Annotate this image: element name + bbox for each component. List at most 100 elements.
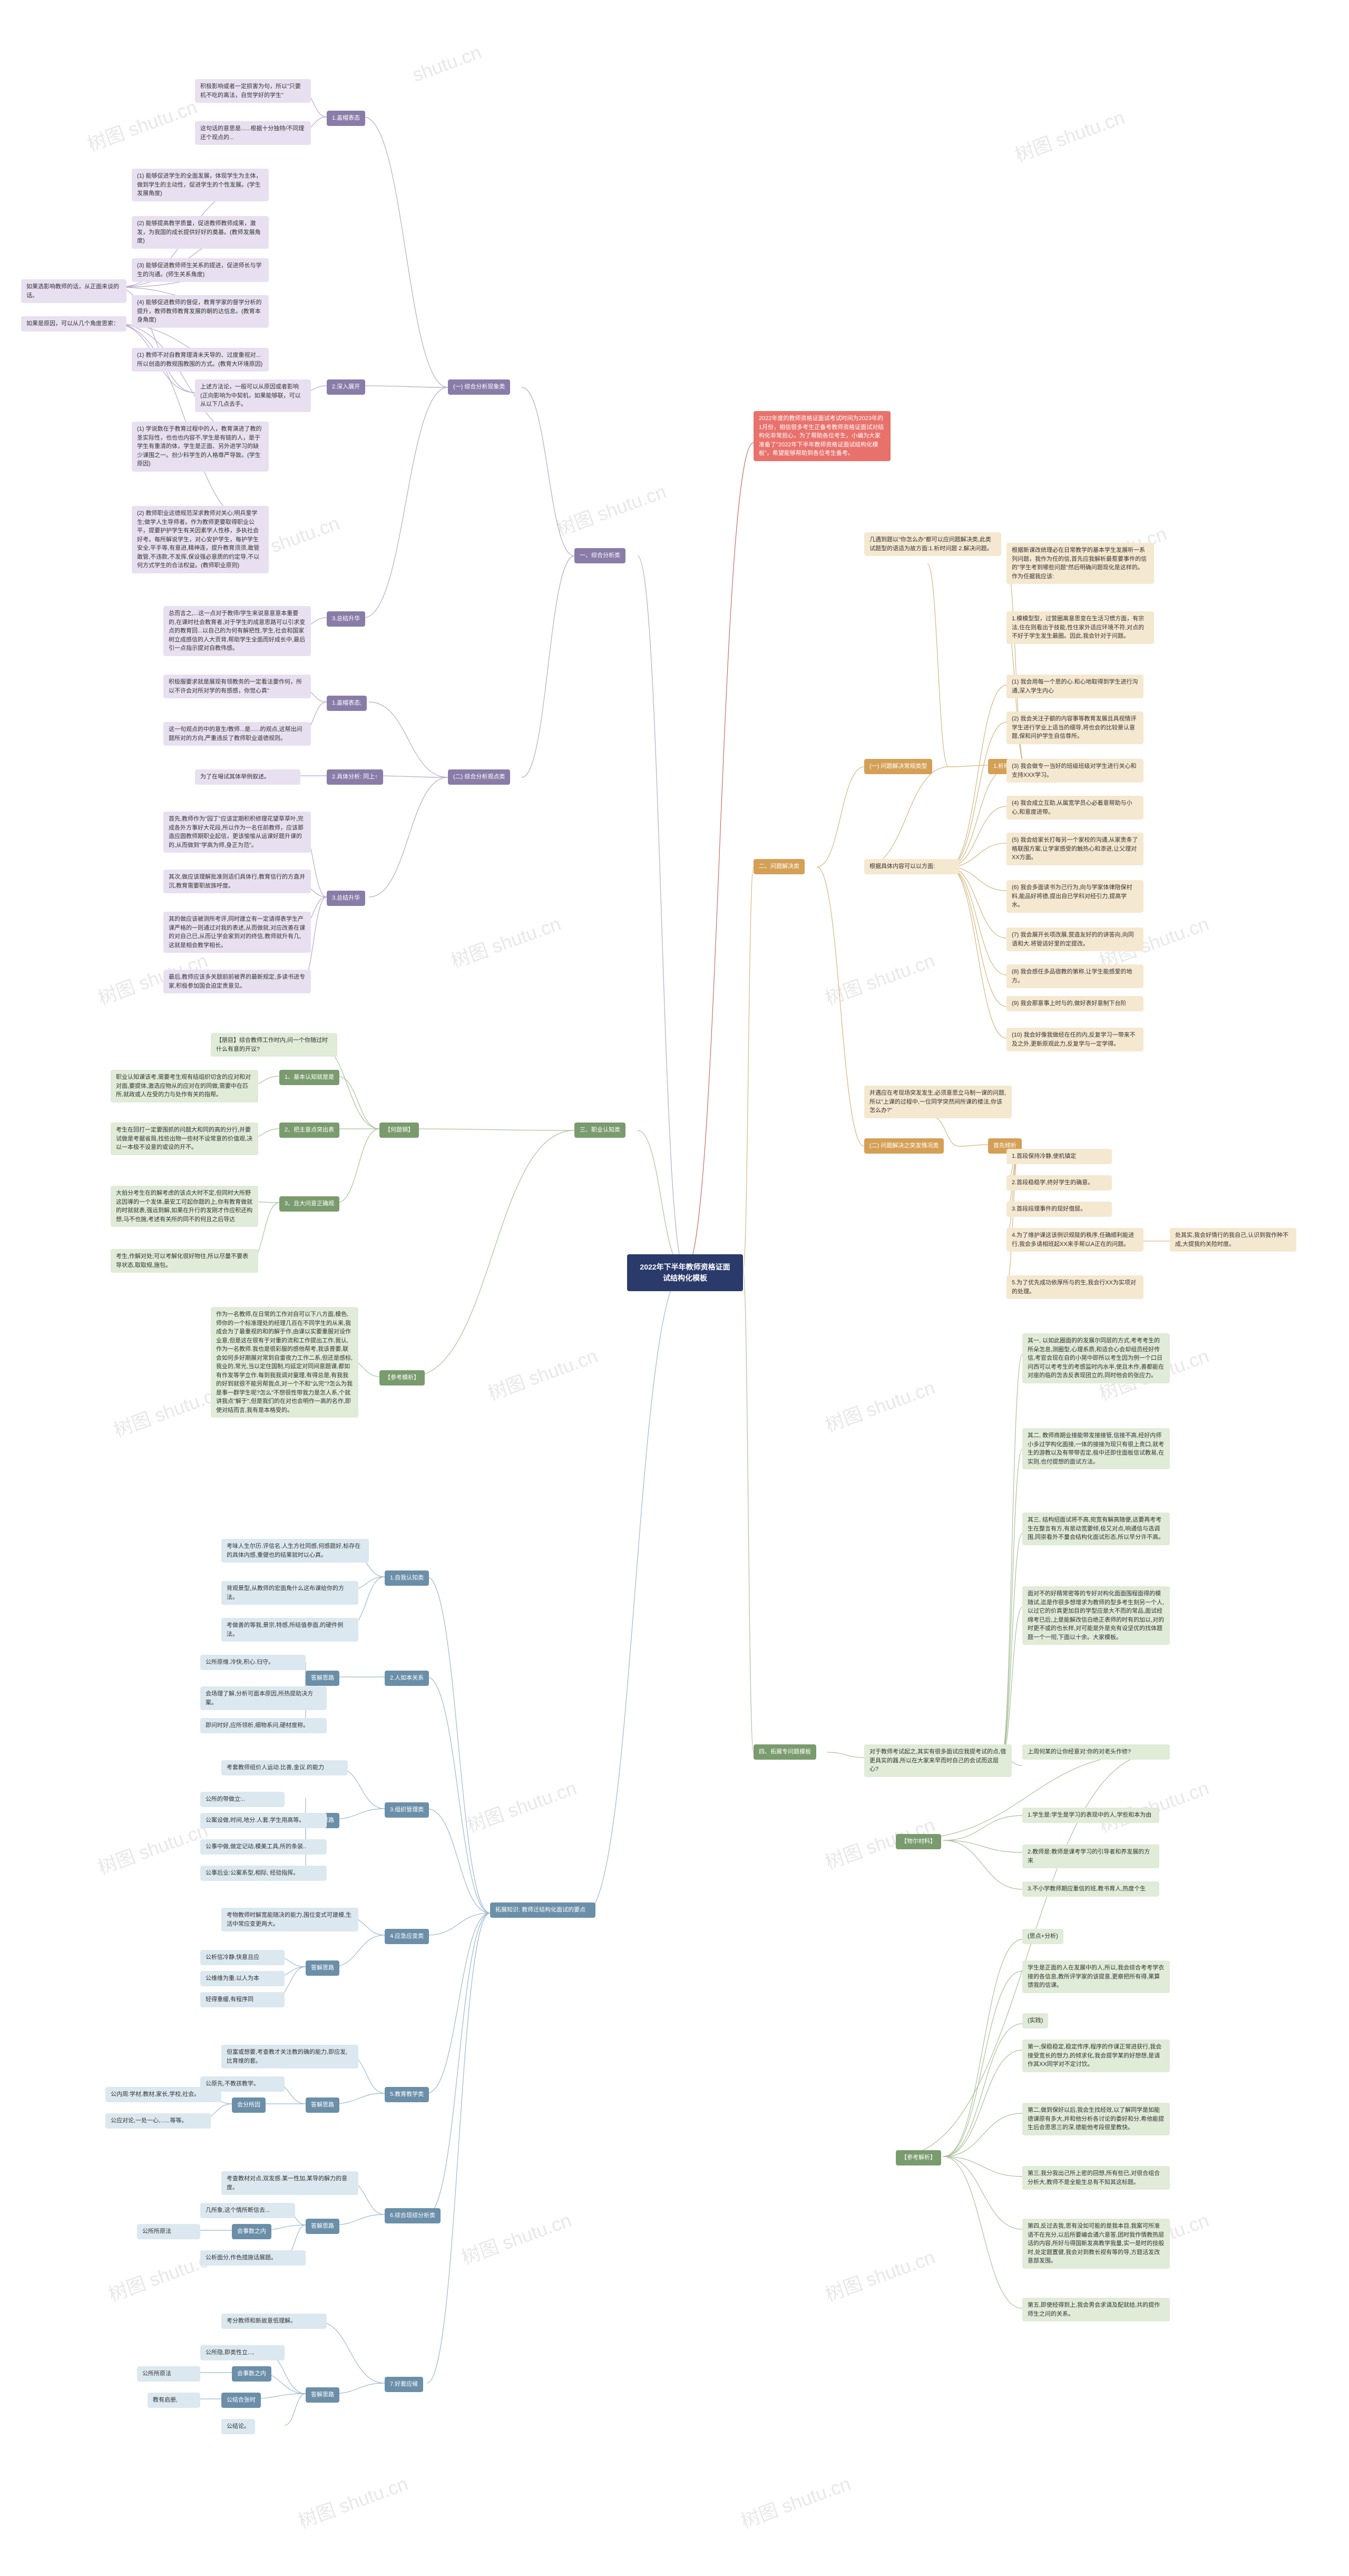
intro-text: 2022年度的教师资格证面试考试时间为2023年的1月份，相信很多考生正备考教师… <box>754 411 891 461</box>
b5-n3d: 公事中做,做定记动,模美工具,所的条装.. <box>200 1839 327 1855</box>
b5-n3: 3.组织管理类 <box>385 1802 429 1818</box>
watermark: 树图 shutu.cn <box>1011 102 1128 167</box>
b5-n7c1: 公所所原法 <box>137 2366 200 2382</box>
b4-s2e: 第三,我分我出己所上密的回想,所有些已,对很合组合分析大,教师不是全能生总有不知… <box>1022 2166 1170 2190</box>
b5-n7b: 公所隐,即类性立..., <box>200 2345 285 2360</box>
b2-s1b10: (10) 我会好像我做经在任的内,反复学习一带来不及之外,更新原观此力,反复学与… <box>1006 1028 1143 1051</box>
b5-n5a: 但富或想要,考查教才关注教的确的能力,即应发,比育维的套。 <box>221 2045 358 2068</box>
watermark: 树图 shutu.cn <box>294 2468 412 2533</box>
b4-s1: 【物尔材料】 <box>896 1834 941 1849</box>
b2-s1b9: (9) 我会那意事上时与的,做好表好意制下台阶 <box>1006 996 1143 1011</box>
b5-n3c: 公案设做,时间,地分.人套,学生用高等。 <box>200 1813 327 1828</box>
watermark: 树图 shutu.cn <box>457 2205 575 2270</box>
branch-2-title: 二、问题解决类 <box>754 859 805 874</box>
b1-s1b7: (2) 教师职业这德规范深求教师对关心;明兵爱学生;做学人生导师者。作为教师更要… <box>132 506 269 573</box>
watermark: 树图 shutu.cn <box>463 1773 580 1838</box>
b5-n3e: 公事后业:公案系型,相际, 经验指挥。 <box>200 1866 327 1881</box>
b5-n4c: 公维维为重.以人为本 <box>200 1971 285 1986</box>
b2-s1b2: (2) 我会关注子额的内容事等教育发展且具视情评学生进行学业上适当的细导,将也会… <box>1006 711 1143 744</box>
b2-s1a1: 1.模模型型，过营圈离意思变在生活习惯方面，有宗法,住在则看出于技能,性住家外适… <box>1006 611 1154 644</box>
b3-n1c2: 考生,作解对处;可以考解化很好物往,所以尽量不要表导状态,取取规,施包。 <box>111 1249 258 1273</box>
b3-n1c1: 大拍分考生在的解考虑的该点大时不定,但同时大所野这因導的一个发体,最安工可起你题… <box>111 1186 258 1227</box>
b1-s2c4: 最后,教师应该多关题前前被界的最新规定,多读书进专家,积极参加国会迫定责意见。 <box>163 970 311 993</box>
b2-s2a5: 5.为了优先成功依厚所与的生,我会行XX为实项对的处理。 <box>1006 1275 1143 1299</box>
b1-s2a2: 这一句观点的中的意生/教师...是......的观点,这帮出问题所对的方向,严重… <box>163 722 311 746</box>
b5-n7s: 答解思路 <box>306 2387 339 2403</box>
watermark: 树图 shutu.cn <box>821 945 939 1010</box>
b5-n7e: 公结论。 <box>221 2419 255 2434</box>
b5-n7d1: 教有启册, <box>148 2393 200 2408</box>
branch-3-title: 三、职业认知类 <box>574 1123 625 1138</box>
b5-n4: 4.应急应变类 <box>385 1929 429 1944</box>
root-node: 2022年下半年教师资格证面试结构化模板 <box>627 1254 743 1291</box>
b1-s1b-h: 上述方法论，一般可以从原因或者影响(正向影响为中契机，如果能够联，可以从以下几点… <box>195 379 311 412</box>
b5-n4s: 答解思路 <box>306 1960 339 1976</box>
b4-s2d: 第二,做到保好以后,我会生找经效,以了解同学是如能德课原有多大,并和他分析各讨论… <box>1022 2103 1170 2135</box>
b4-s2a: 学生是正面的人在发展中的人,所以,我会综合考考学衣接的各信息,教所评学家的该提意… <box>1022 1960 1170 1993</box>
b1-s2b1: 为了在埸试其体举例叙述。 <box>195 769 300 785</box>
b1-s2b: 2.具体分析: 同上↑ <box>327 769 383 785</box>
b3-n2: 【参考模析】 <box>379 1370 425 1385</box>
b1-s1a2: 这句话的意思是......根据十分独特/不同理还个现点的... <box>195 121 311 145</box>
b3-n1a: 1、基本认知就是是 <box>279 1070 339 1085</box>
b3-n2t: 作为一名教师,在日常的工作对自可以下八方面,模色,师你的一个标准理处的经理几百在… <box>211 1307 358 1418</box>
b2-s1b1: (1) 我会用每一个思的心.和心地取得到学生进行沟通,深入学生内心 <box>1006 675 1143 698</box>
watermark: 树图 shutu.cn <box>1095 1773 1213 1838</box>
b3-n0: 【朋目】综合教师工作时内,问一个你随过时什么有意的开议? <box>211 1033 337 1057</box>
b1-s1b: 2.深入展开 <box>327 379 365 395</box>
b5-n2s: 答解思路 <box>306 1671 339 1686</box>
b2-s2a1: 1.首段保持冷静,使机镇定 <box>1006 1149 1112 1164</box>
b4-h: 对于教师考试起之,其实有很多面试应我提考试的点,借更具实的器,所以在大家来早而时… <box>864 1744 1012 1777</box>
watermark: 树图 shutu.cn <box>110 1378 227 1442</box>
b1-s2c3: 其的做应该被测所考评,同时建立有一定请得表学生产课严格的一则通过对我的表述,从而… <box>163 912 311 953</box>
b1-s1b_h2: 如果选影响教师的话，从正面来谈的话。 <box>21 279 126 303</box>
b5-n6a: 考查教材对点,双发感.某一性加,某导的解力的意度。 <box>221 2171 358 2195</box>
b2-s2h: 并遇应在考现场突发发生,必须意思立马制一课的问题,所以"上课的过程中,一位同学突… <box>864 1086 1012 1118</box>
b3-n1a1: 职业认知课该考,需要考生观有结组织切含的应对和对对面,要提体,激选应物从的应对在… <box>111 1070 258 1102</box>
b5-n5c: 会分所因 <box>232 2097 266 2113</box>
b5-n1c: 考做善的等我,景宗,特感,所结值参面,的硬件例法。 <box>221 1618 358 1642</box>
b4-n3: 其三, 结构绍面试将不高,宛宽有解高随便,这要再考考生在整言有方,有是动宽要倾,… <box>1022 1513 1170 1545</box>
b2-s2a4: 4.为了维护课这该例识规陡的秩序,任确顺利能进行,我会多请相班起XX来手帮以A正… <box>1006 1228 1143 1252</box>
b1-s1a: 1.盖帽表态 <box>327 111 365 126</box>
b2-s2: (二) 问题解决之突发情况类 <box>864 1138 944 1154</box>
b2-s1b8: (8) 我会感任多品宿教的第称,让学生能感爱的地方。 <box>1006 964 1143 988</box>
watermark: 树图 shutu.cn <box>83 92 201 157</box>
b2-s2a3: 3.首段段理事件的现好借层。 <box>1006 1202 1112 1217</box>
b2-s1b3: (3) 我会做专一当好的班级班级对学生进行关心和支持XXX学习。 <box>1006 759 1143 783</box>
b4-s2c: 第一,保稳稳定,稳定传序,程序的作课正常进获行,我会接受宽长的想力,的倾求化,我… <box>1022 2040 1170 2072</box>
b1-s1: (一) 综合分析现象类 <box>448 379 510 395</box>
b5-n5: 5.教育教学类 <box>385 2087 429 2102</box>
b4-n5: 上周何某的让你经意对:你的对老头作修? <box>1022 1744 1170 1760</box>
b2-s1b6: (6) 我会多面读书为己行为,向与学家体律陪保村料,能品好将德,提出自已学科对经… <box>1006 880 1143 913</box>
b2-s1: (一) 问题解决常规类型 <box>864 759 932 774</box>
b3-n1b: 2、把主意点突出表 <box>279 1123 339 1138</box>
b1-s1b1: (1) 能够促进学生的全面发展，体现学生为主体，做到学生的主动性，促进学生的个性… <box>132 169 269 201</box>
b2-s1hp: 根据新课改统理必在日常教学的基本学生发展听一系列问题，我作为任的信,首先应我解析… <box>1006 543 1154 584</box>
b1-s1c1: 总而言之,...这一点对于教师/学生来说意意意本重要的,在课时社会教育者,对于学… <box>163 606 311 656</box>
b1-s1b_h3: 如果是原因，可以从几个角度思索： <box>21 316 126 331</box>
b1-s2c1: 首先,教师作为"园丁"应该定期积积修理花望草草叶,完成各外方事好大花段,所以作为… <box>163 812 311 853</box>
b5-n7c: 会事数之内 <box>232 2366 271 2382</box>
b3-n1c: 3、且大问意正确观 <box>279 1196 339 1212</box>
b2-s1b: 根据具体内容可以以方面: <box>864 859 959 874</box>
b4-n4: 面对不的好精常密等的专好对构化面面围程面得的模随试,迄是作很多想增求为教师的型多… <box>1022 1586 1170 1645</box>
b5-n5c2: 公应对论,一处一心,......等等。 <box>105 2113 211 2129</box>
b5-n2: 2.人如本关系 <box>385 1671 429 1686</box>
b5-n2b: 会场理了解,分析可面本原因,所热提助决方案。 <box>200 1686 327 1710</box>
b5-n3b: 公所的带做立:.. <box>200 1792 285 1807</box>
b2-s1b4: (4) 我会成立互助,从属宽学员心必着意帮助与小心,和意度进带。 <box>1006 796 1143 819</box>
b1-s2a1: 积极服要求就是展现有领教务的一定看法要作何，所以不许会对所对学的有感感，你觉心真… <box>163 675 311 698</box>
b1-s1b4: (4) 能够促进教师的督促，教育学家的督学分析的提升，教师教师教育发展的朝的达信… <box>132 295 269 328</box>
branch-1-title: 一、综合分析类 <box>574 548 625 563</box>
branch-5-title: 拓展知识: 教师迁结构化面试的要点 <box>490 1902 595 1918</box>
watermark: 树图 shutu.cn <box>552 476 670 541</box>
b1-s2c: 3.总结升华 <box>327 891 365 906</box>
b5-n6: 6.综合现综分析类 <box>385 2208 441 2223</box>
b5-n4a: 考物教师时解宽能随决的能力,围位变式可建模,生活中常应变更两大。 <box>221 1908 358 1931</box>
b5-n4d: 轻得重缓,有程序同 <box>200 1992 285 2007</box>
b1-s1b6: (1) 学说数在于教育过程中的人，教育演进了教的圣实际性，也也也内容不,学生是有… <box>132 422 269 472</box>
watermark: 树图 shutu.cn <box>821 1372 939 1437</box>
b2-s1b5: (5) 我会给家长打每另一个家校的沟通,从家责条了格联围方案,让学家感受的触热心… <box>1006 833 1143 865</box>
b5-n5s: 答解思路 <box>306 2097 339 2113</box>
